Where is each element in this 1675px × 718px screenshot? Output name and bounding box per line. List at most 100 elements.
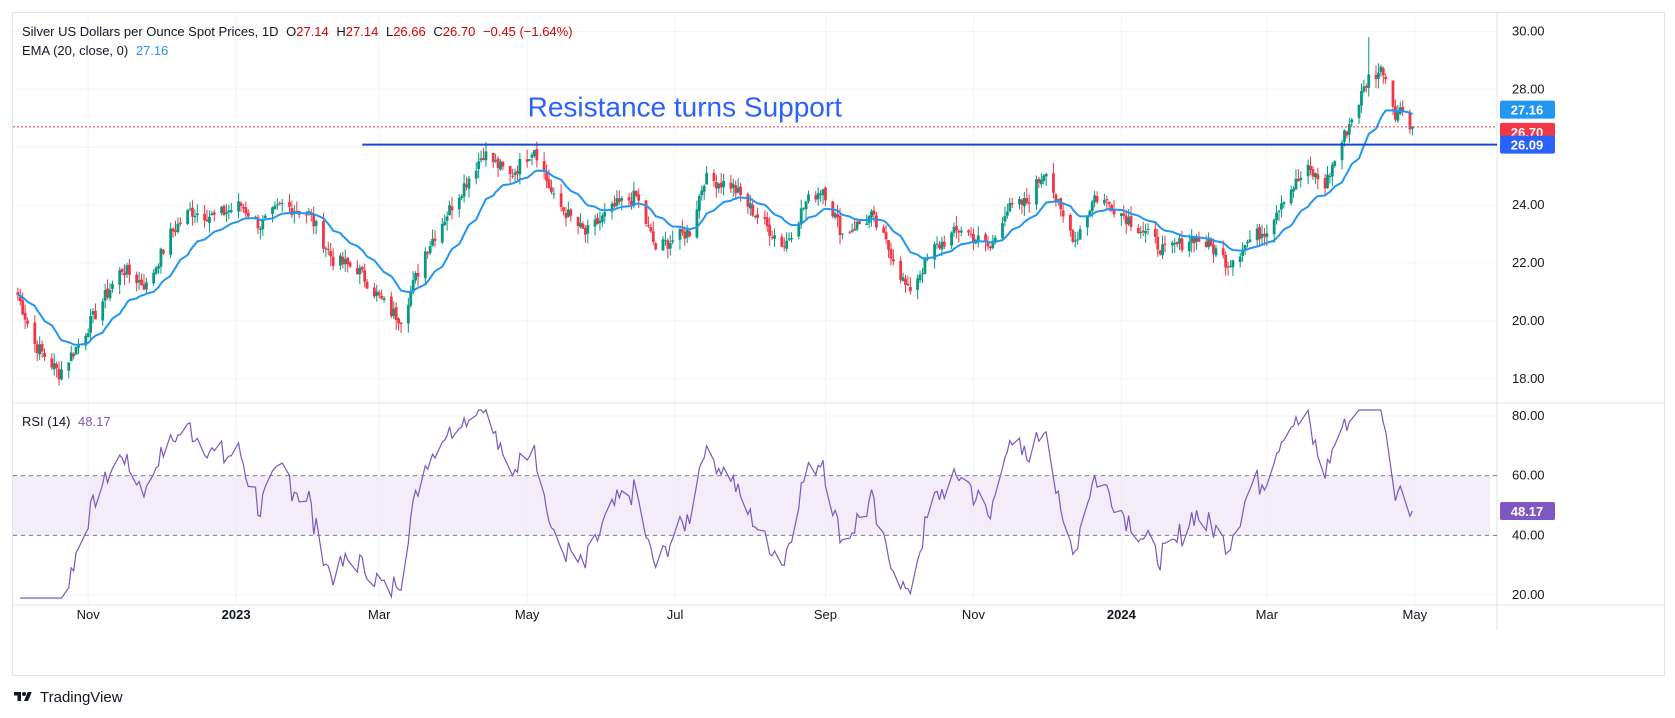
candle-body [824, 187, 827, 201]
candle-body [1027, 202, 1031, 204]
candle-body [1410, 126, 1414, 129]
candle-body [668, 242, 672, 249]
candle-body [566, 209, 570, 217]
candle-body [933, 244, 937, 260]
candle-body [647, 225, 650, 227]
candle-body [258, 228, 262, 230]
candle-body [719, 182, 723, 188]
candle-body [1294, 178, 1298, 190]
rsi-legend-label[interactable]: RSI (14) [22, 414, 71, 429]
candle-body [203, 213, 206, 221]
candle-body [1010, 203, 1014, 205]
candle-body [516, 170, 519, 174]
candle-body [1221, 248, 1225, 256]
legend-symbol-title[interactable]: Silver US Dollars per Ounce Spot Prices,… [22, 24, 279, 39]
candle-body [448, 205, 451, 216]
tradingview-brand-text: TradingView [40, 688, 123, 706]
candle-body [596, 217, 599, 225]
candle-body [1313, 173, 1317, 178]
candle-body [1282, 202, 1286, 205]
candle-body [763, 217, 767, 219]
candle-body [409, 290, 413, 306]
candle-body [450, 206, 454, 211]
candle-body [440, 224, 444, 243]
candle-body [765, 217, 769, 227]
candle-body [341, 256, 345, 265]
candle-body [938, 244, 941, 249]
candle-body [1069, 215, 1072, 231]
price-axis-tick-label: 30.00 [1512, 23, 1545, 38]
candle-body [901, 277, 905, 282]
candle-body [140, 279, 143, 286]
candle-body [40, 344, 44, 352]
candle-body [1209, 239, 1213, 246]
candle-body [972, 233, 975, 243]
candle-body [423, 251, 427, 279]
candle-body [984, 234, 987, 242]
candle-body [26, 320, 29, 324]
candle-body [89, 316, 93, 334]
candle-body [499, 161, 502, 170]
candle-body [1052, 173, 1055, 193]
candle-body [1195, 236, 1198, 242]
candle-body [581, 223, 585, 229]
candle-body [702, 185, 706, 192]
candle-body [899, 260, 903, 280]
candle-body [1323, 177, 1327, 189]
candle-body [74, 346, 78, 355]
candle-body [1350, 119, 1354, 123]
ema-legend-label[interactable]: EMA (20, close, 0) [22, 43, 129, 58]
candle-body [906, 283, 910, 286]
candle-body [1364, 85, 1368, 88]
candle-body [853, 228, 856, 231]
candle-body [205, 219, 209, 222]
candle-body [343, 259, 347, 265]
rsi-axis-tick-label: 80.00 [1512, 408, 1545, 423]
legend-open-value: 27.14 [296, 24, 329, 39]
candle-body [52, 363, 56, 370]
candle-body [535, 149, 539, 161]
candle-body [1396, 112, 1400, 121]
candle-body [1340, 142, 1344, 161]
candle-body [959, 230, 963, 233]
candle-body [21, 300, 25, 315]
candle-body [1139, 231, 1143, 233]
candle-body [1229, 265, 1232, 267]
tradingview-footer[interactable]: TradingView [12, 686, 123, 708]
candle-body [525, 159, 529, 162]
candle-body [695, 209, 699, 238]
candle-body [433, 238, 437, 241]
candle-body [1158, 250, 1162, 255]
candle-body [797, 223, 801, 237]
candle-body [615, 198, 619, 206]
rsi-value-badge-bg [1500, 501, 1555, 520]
candle-body [649, 227, 653, 232]
candle-body [528, 159, 531, 161]
candle-body [1042, 175, 1046, 181]
candle-body [1127, 217, 1131, 225]
candle-body [887, 240, 890, 250]
candle-body [872, 210, 876, 215]
candle-body [1330, 164, 1334, 177]
rsi-legend: RSI (14) 48.17 [22, 414, 115, 429]
candle-body [193, 216, 197, 218]
candle-body [392, 308, 396, 317]
candle-body [1391, 80, 1395, 107]
candle-body [1163, 243, 1167, 245]
ema-price-badge: 27.16 [1500, 100, 1555, 119]
candle-body [157, 266, 160, 269]
candle-body [850, 230, 854, 232]
candle-body [348, 262, 352, 267]
candle-body [125, 265, 129, 275]
candle-body [176, 223, 180, 233]
candle-body [644, 200, 648, 225]
candle-body [479, 158, 483, 161]
candle-body [545, 172, 548, 181]
candle-body [746, 194, 750, 207]
support-price-badge: 26.09 [1500, 135, 1555, 154]
candle-body [1241, 251, 1245, 256]
candle-body [904, 278, 907, 285]
candle-body [191, 207, 194, 217]
candle-body [312, 214, 316, 227]
